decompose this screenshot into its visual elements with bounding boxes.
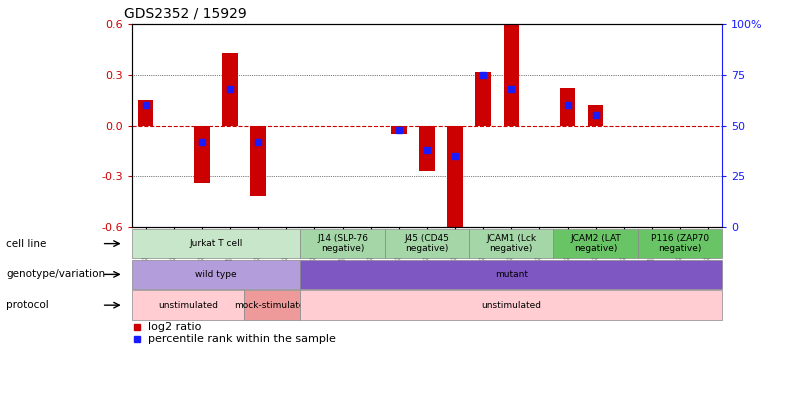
Text: GDS2352 / 15929: GDS2352 / 15929 [124,6,247,20]
Text: unstimulated: unstimulated [158,301,218,310]
Bar [251,126,266,196]
Text: wild type: wild type [196,270,237,279]
Text: percentile rank within the sample: percentile rank within the sample [148,334,336,344]
Text: genotype/variation: genotype/variation [6,269,105,279]
Bar [504,23,519,126]
Bar [419,126,435,171]
Bar [223,53,238,126]
Text: cell line: cell line [6,239,47,249]
Text: log2 ratio: log2 ratio [148,322,202,332]
Bar [560,88,575,126]
Text: unstimulated: unstimulated [481,301,541,310]
Text: Jurkat T cell: Jurkat T cell [189,239,243,248]
Bar [391,126,406,134]
Text: JCAM2 (LAT
negative): JCAM2 (LAT negative) [571,234,621,253]
Text: P116 (ZAP70
negative): P116 (ZAP70 negative) [651,234,709,253]
Bar [138,100,153,126]
Text: JCAM1 (Lck
negative): JCAM1 (Lck negative) [486,234,536,253]
Bar [476,72,491,126]
Bar [588,105,603,126]
Bar [448,126,463,230]
Text: protocol: protocol [6,300,49,310]
Text: mock-stimulated: mock-stimulated [234,301,310,310]
Text: J14 (SLP-76
negative): J14 (SLP-76 negative) [317,234,368,253]
Text: J45 (CD45
negative): J45 (CD45 negative) [405,234,449,253]
Text: mutant: mutant [495,270,527,279]
Bar [194,126,210,183]
